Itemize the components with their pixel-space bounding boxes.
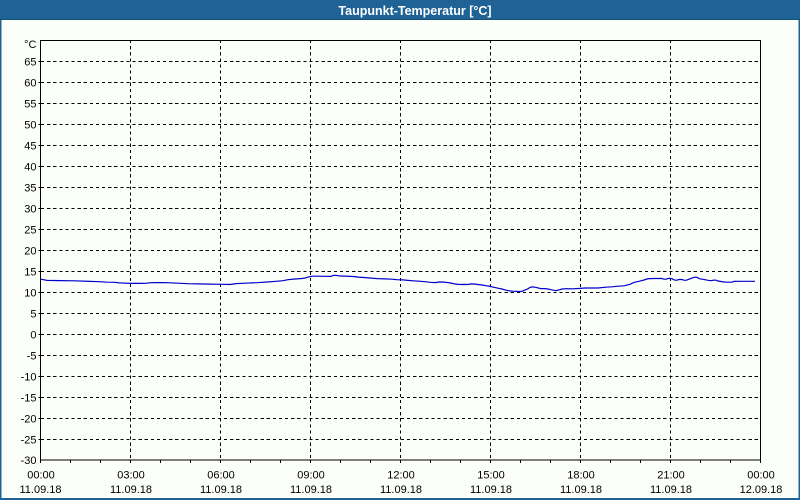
svg-text:40: 40 [24,162,36,174]
svg-text:11.09.18: 11.09.18 [200,484,242,496]
svg-text:11.09.18: 11.09.18 [560,484,602,496]
svg-text:18:00: 18:00 [567,470,595,482]
svg-text:03:00: 03:00 [117,470,145,482]
svg-text:°C: °C [24,39,36,51]
svg-text:15: 15 [24,267,36,279]
svg-text:11.09.18: 11.09.18 [19,484,61,496]
svg-text:-30: -30 [21,455,37,467]
svg-text:12.09.18: 12.09.18 [740,484,783,496]
svg-text:11.09.18: 11.09.18 [470,484,512,496]
svg-text:10: 10 [24,288,36,300]
svg-text:11.09.18: 11.09.18 [380,484,422,496]
svg-text:21:00: 21:00 [657,470,685,482]
svg-text:25: 25 [24,225,36,237]
svg-text:5: 5 [30,309,36,321]
svg-text:09:00: 09:00 [297,470,325,482]
svg-text:30: 30 [24,204,36,216]
svg-text:50: 50 [24,120,36,132]
svg-text:-15: -15 [21,393,37,405]
svg-text:65: 65 [24,57,36,69]
svg-text:11.09.18: 11.09.18 [290,484,332,496]
svg-text:15:00: 15:00 [477,470,505,482]
svg-text:20: 20 [24,246,36,258]
svg-text:-5: -5 [27,351,37,363]
svg-text:45: 45 [24,141,36,153]
svg-text:11.09.18: 11.09.18 [110,484,152,496]
svg-text:11.09.18: 11.09.18 [650,484,692,496]
svg-text:00:00: 00:00 [27,470,55,482]
svg-text:55: 55 [24,99,36,111]
svg-text:-20: -20 [21,414,37,426]
svg-text:00:00: 00:00 [747,470,775,482]
svg-text:06:00: 06:00 [207,470,235,482]
svg-text:Taupunkt-Temperatur [°C]: Taupunkt-Temperatur [°C] [338,4,491,18]
svg-text:-25: -25 [21,435,37,447]
svg-text:12:00: 12:00 [387,470,415,482]
svg-text:60: 60 [24,78,36,90]
svg-text:35: 35 [24,183,36,195]
svg-text:0: 0 [30,330,36,342]
svg-text:-10: -10 [21,372,37,384]
